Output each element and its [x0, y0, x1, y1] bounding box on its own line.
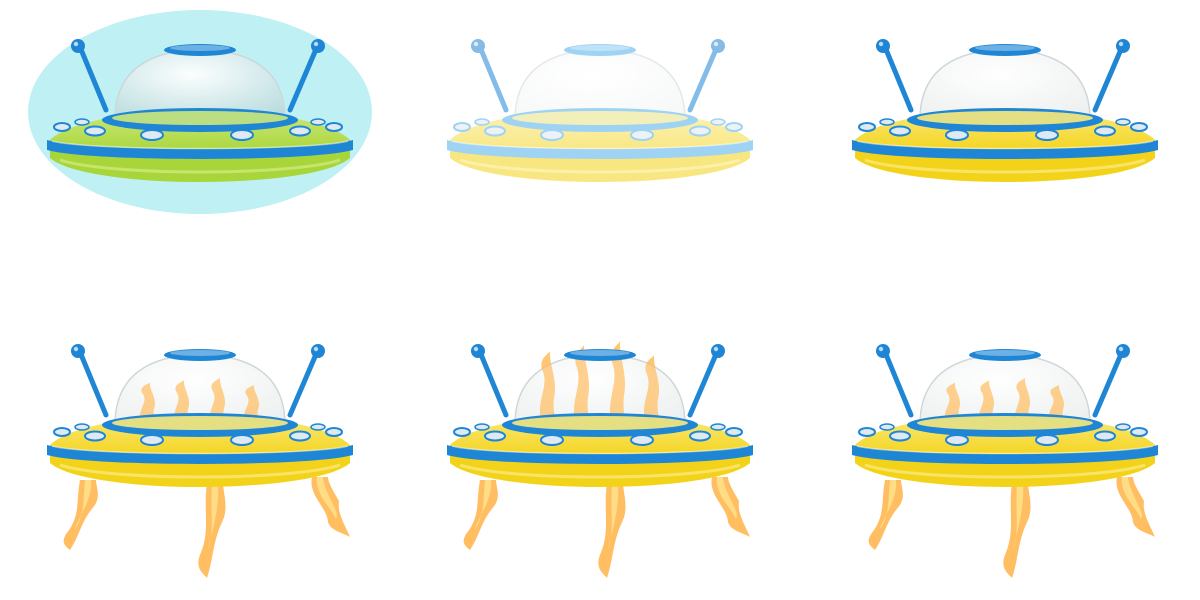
porthole-light	[140, 434, 164, 446]
porthole-light	[540, 434, 564, 446]
dome-flame-4	[643, 355, 660, 423]
cockpit-dome	[514, 44, 686, 121]
antenna-left	[71, 39, 109, 113]
antenna-left	[471, 39, 509, 113]
porthole-light	[289, 125, 311, 137]
porthole-light	[1130, 122, 1148, 132]
ufo-frame-shielded	[28, 10, 372, 280]
porthole-light	[1094, 430, 1116, 442]
porthole-light	[689, 430, 711, 442]
ufo-hull	[447, 108, 753, 182]
cockpit-dome	[114, 44, 286, 121]
ufo-sprite	[47, 344, 353, 578]
porthole-light	[325, 122, 343, 132]
dome-flame-1	[539, 351, 556, 423]
thruster-flame-center	[1003, 483, 1031, 578]
porthole-light	[53, 427, 71, 437]
ufo-sprite	[852, 344, 1158, 578]
porthole-light	[945, 434, 969, 446]
ufo-hull	[852, 108, 1158, 182]
antenna-right	[287, 344, 325, 418]
antenna-right	[687, 344, 725, 418]
porthole-light	[140, 129, 164, 141]
antenna-right	[287, 39, 325, 113]
dome-flame-4	[243, 384, 260, 423]
dome-flame-3	[609, 341, 626, 425]
ufo-frame-burning-1	[30, 315, 370, 585]
antenna-left	[876, 39, 914, 113]
thruster-flame-right	[311, 477, 350, 537]
porthole-light	[325, 427, 343, 437]
cockpit-dome	[514, 341, 686, 426]
porthole-light	[53, 122, 71, 132]
porthole-light	[484, 125, 506, 137]
antenna-left	[876, 344, 914, 418]
porthole-light	[1094, 125, 1116, 137]
ufo-frame-burning-2	[430, 315, 770, 585]
thruster-flame-center	[598, 483, 626, 578]
ufo-frame-idle	[835, 10, 1175, 280]
porthole-light	[484, 430, 506, 442]
antenna-right	[687, 39, 725, 113]
thruster-flame-left	[463, 480, 498, 550]
porthole-light	[889, 125, 911, 137]
porthole-light	[453, 122, 471, 132]
porthole-light	[858, 427, 876, 437]
ufo-hull	[47, 413, 353, 487]
porthole-light	[725, 122, 743, 132]
thruster-flame-left	[63, 480, 98, 550]
dome-flame-1	[944, 382, 961, 423]
ufo-hull	[447, 413, 753, 487]
porthole-light	[84, 430, 106, 442]
porthole-light	[84, 125, 106, 137]
cockpit-dome	[919, 44, 1091, 121]
porthole-light	[1035, 129, 1059, 141]
ufo-frame-faded	[430, 10, 770, 280]
porthole-light	[289, 430, 311, 442]
porthole-light	[630, 434, 654, 446]
cockpit-dome	[919, 349, 1091, 426]
thruster-flame-right	[1116, 477, 1155, 537]
ufo-hull	[852, 413, 1158, 487]
dome-flame-2	[573, 345, 590, 425]
dome-flame-1	[139, 382, 156, 423]
porthole-light	[230, 129, 254, 141]
ufo-sprite	[447, 341, 753, 578]
porthole-light	[230, 434, 254, 446]
dome-flame-4	[1048, 384, 1065, 423]
porthole-light	[689, 125, 711, 137]
antenna-right	[1092, 39, 1130, 113]
porthole-light	[858, 122, 876, 132]
porthole-light	[945, 129, 969, 141]
antenna-left	[71, 344, 109, 418]
porthole-light	[630, 129, 654, 141]
thruster-flame-right	[711, 477, 750, 537]
porthole-light	[453, 427, 471, 437]
porthole-light	[725, 427, 743, 437]
porthole-light	[540, 129, 564, 141]
antenna-left	[471, 344, 509, 418]
ufo-sprite	[28, 10, 372, 214]
ufo-hull	[47, 108, 353, 182]
ufo-sprite	[447, 39, 753, 182]
porthole-light	[1035, 434, 1059, 446]
thruster-flame-left	[868, 480, 903, 550]
thruster-flame-center	[198, 483, 226, 578]
porthole-light	[1130, 427, 1148, 437]
ufo-sprite	[852, 39, 1158, 182]
ufo-frame-burning-3	[835, 315, 1175, 585]
porthole-light	[889, 430, 911, 442]
antenna-right	[1092, 344, 1130, 418]
